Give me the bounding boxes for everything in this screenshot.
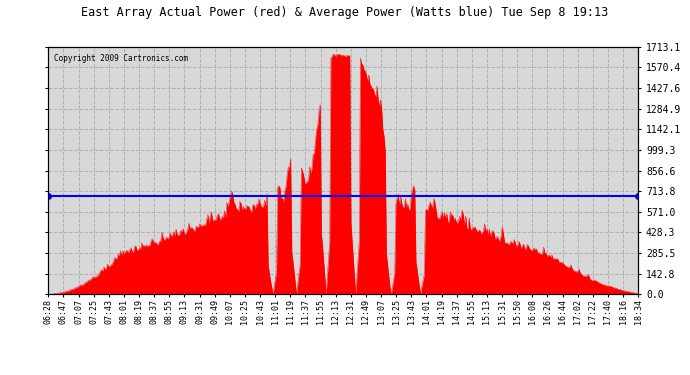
Text: East Array Actual Power (red) & Average Power (Watts blue) Tue Sep 8 19:13: East Array Actual Power (red) & Average … <box>81 6 609 19</box>
Text: Copyright 2009 Cartronics.com: Copyright 2009 Cartronics.com <box>55 54 188 63</box>
